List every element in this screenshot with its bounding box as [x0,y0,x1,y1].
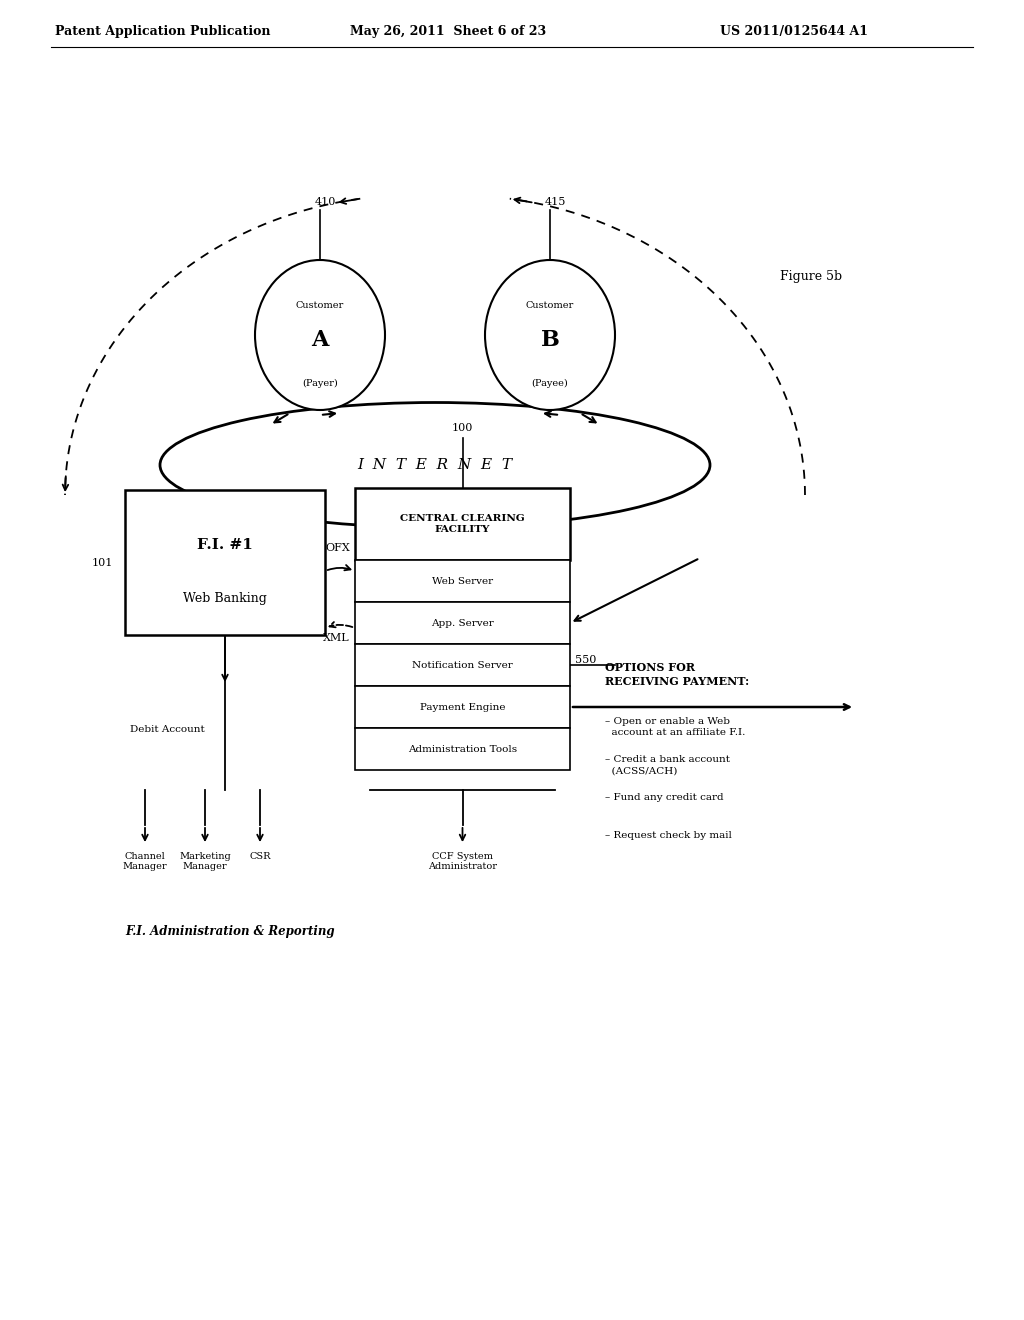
Text: – Request check by mail: – Request check by mail [605,832,732,840]
Text: Debit Account: Debit Account [130,725,205,734]
Text: Marketing
Manager: Marketing Manager [179,851,230,871]
Text: – Open or enable a Web
  account at an affiliate F.I.: – Open or enable a Web account at an aff… [605,717,745,737]
FancyBboxPatch shape [125,490,325,635]
Ellipse shape [160,403,710,528]
Text: OFX: OFX [326,543,350,553]
Text: Customer: Customer [296,301,344,309]
Text: – Fund any credit card: – Fund any credit card [605,793,724,803]
Text: I  N  T  E  R  N  E  T: I N T E R N E T [357,458,512,473]
Text: App. Server: App. Server [431,619,494,627]
FancyBboxPatch shape [355,644,570,686]
Text: 410: 410 [314,197,336,207]
Text: 100: 100 [452,422,473,433]
Text: CSR: CSR [249,851,270,861]
Text: (Payee): (Payee) [531,379,568,388]
FancyBboxPatch shape [355,488,570,560]
Text: (Payer): (Payer) [302,379,338,388]
Text: B: B [541,329,559,351]
Text: XML: XML [324,634,350,643]
Text: Notification Server: Notification Server [412,660,513,669]
Text: 550: 550 [575,655,596,665]
Text: May 26, 2011  Sheet 6 of 23: May 26, 2011 Sheet 6 of 23 [350,25,546,38]
Text: Patent Application Publication: Patent Application Publication [55,25,270,38]
Text: Web Banking: Web Banking [183,593,267,606]
FancyBboxPatch shape [355,560,570,602]
Text: 101: 101 [91,557,113,568]
Text: – Credit a bank account
  (ACSS/ACH): – Credit a bank account (ACSS/ACH) [605,755,730,775]
Text: Channel
Manager: Channel Manager [123,851,167,871]
Text: CENTRAL CLEARING
FACILITY: CENTRAL CLEARING FACILITY [400,515,525,533]
Text: F.I. Administration & Reporting: F.I. Administration & Reporting [125,925,335,939]
FancyBboxPatch shape [355,602,570,644]
Text: Administration Tools: Administration Tools [408,744,517,754]
FancyBboxPatch shape [355,686,570,729]
Text: A: A [311,329,329,351]
Text: Customer: Customer [526,301,574,309]
Ellipse shape [485,260,615,411]
Text: F.I. #1: F.I. #1 [197,539,253,552]
FancyBboxPatch shape [355,729,570,770]
Text: CCF System
Administrator: CCF System Administrator [428,851,497,871]
Text: 415: 415 [545,197,565,207]
Text: Payment Engine: Payment Engine [420,702,505,711]
Text: US 2011/0125644 A1: US 2011/0125644 A1 [720,25,868,38]
Ellipse shape [255,260,385,411]
Text: Web Server: Web Server [432,577,494,586]
Text: Figure 5b: Figure 5b [780,271,842,282]
Text: OPTIONS FOR
RECEIVING PAYMENT:: OPTIONS FOR RECEIVING PAYMENT: [605,663,750,686]
